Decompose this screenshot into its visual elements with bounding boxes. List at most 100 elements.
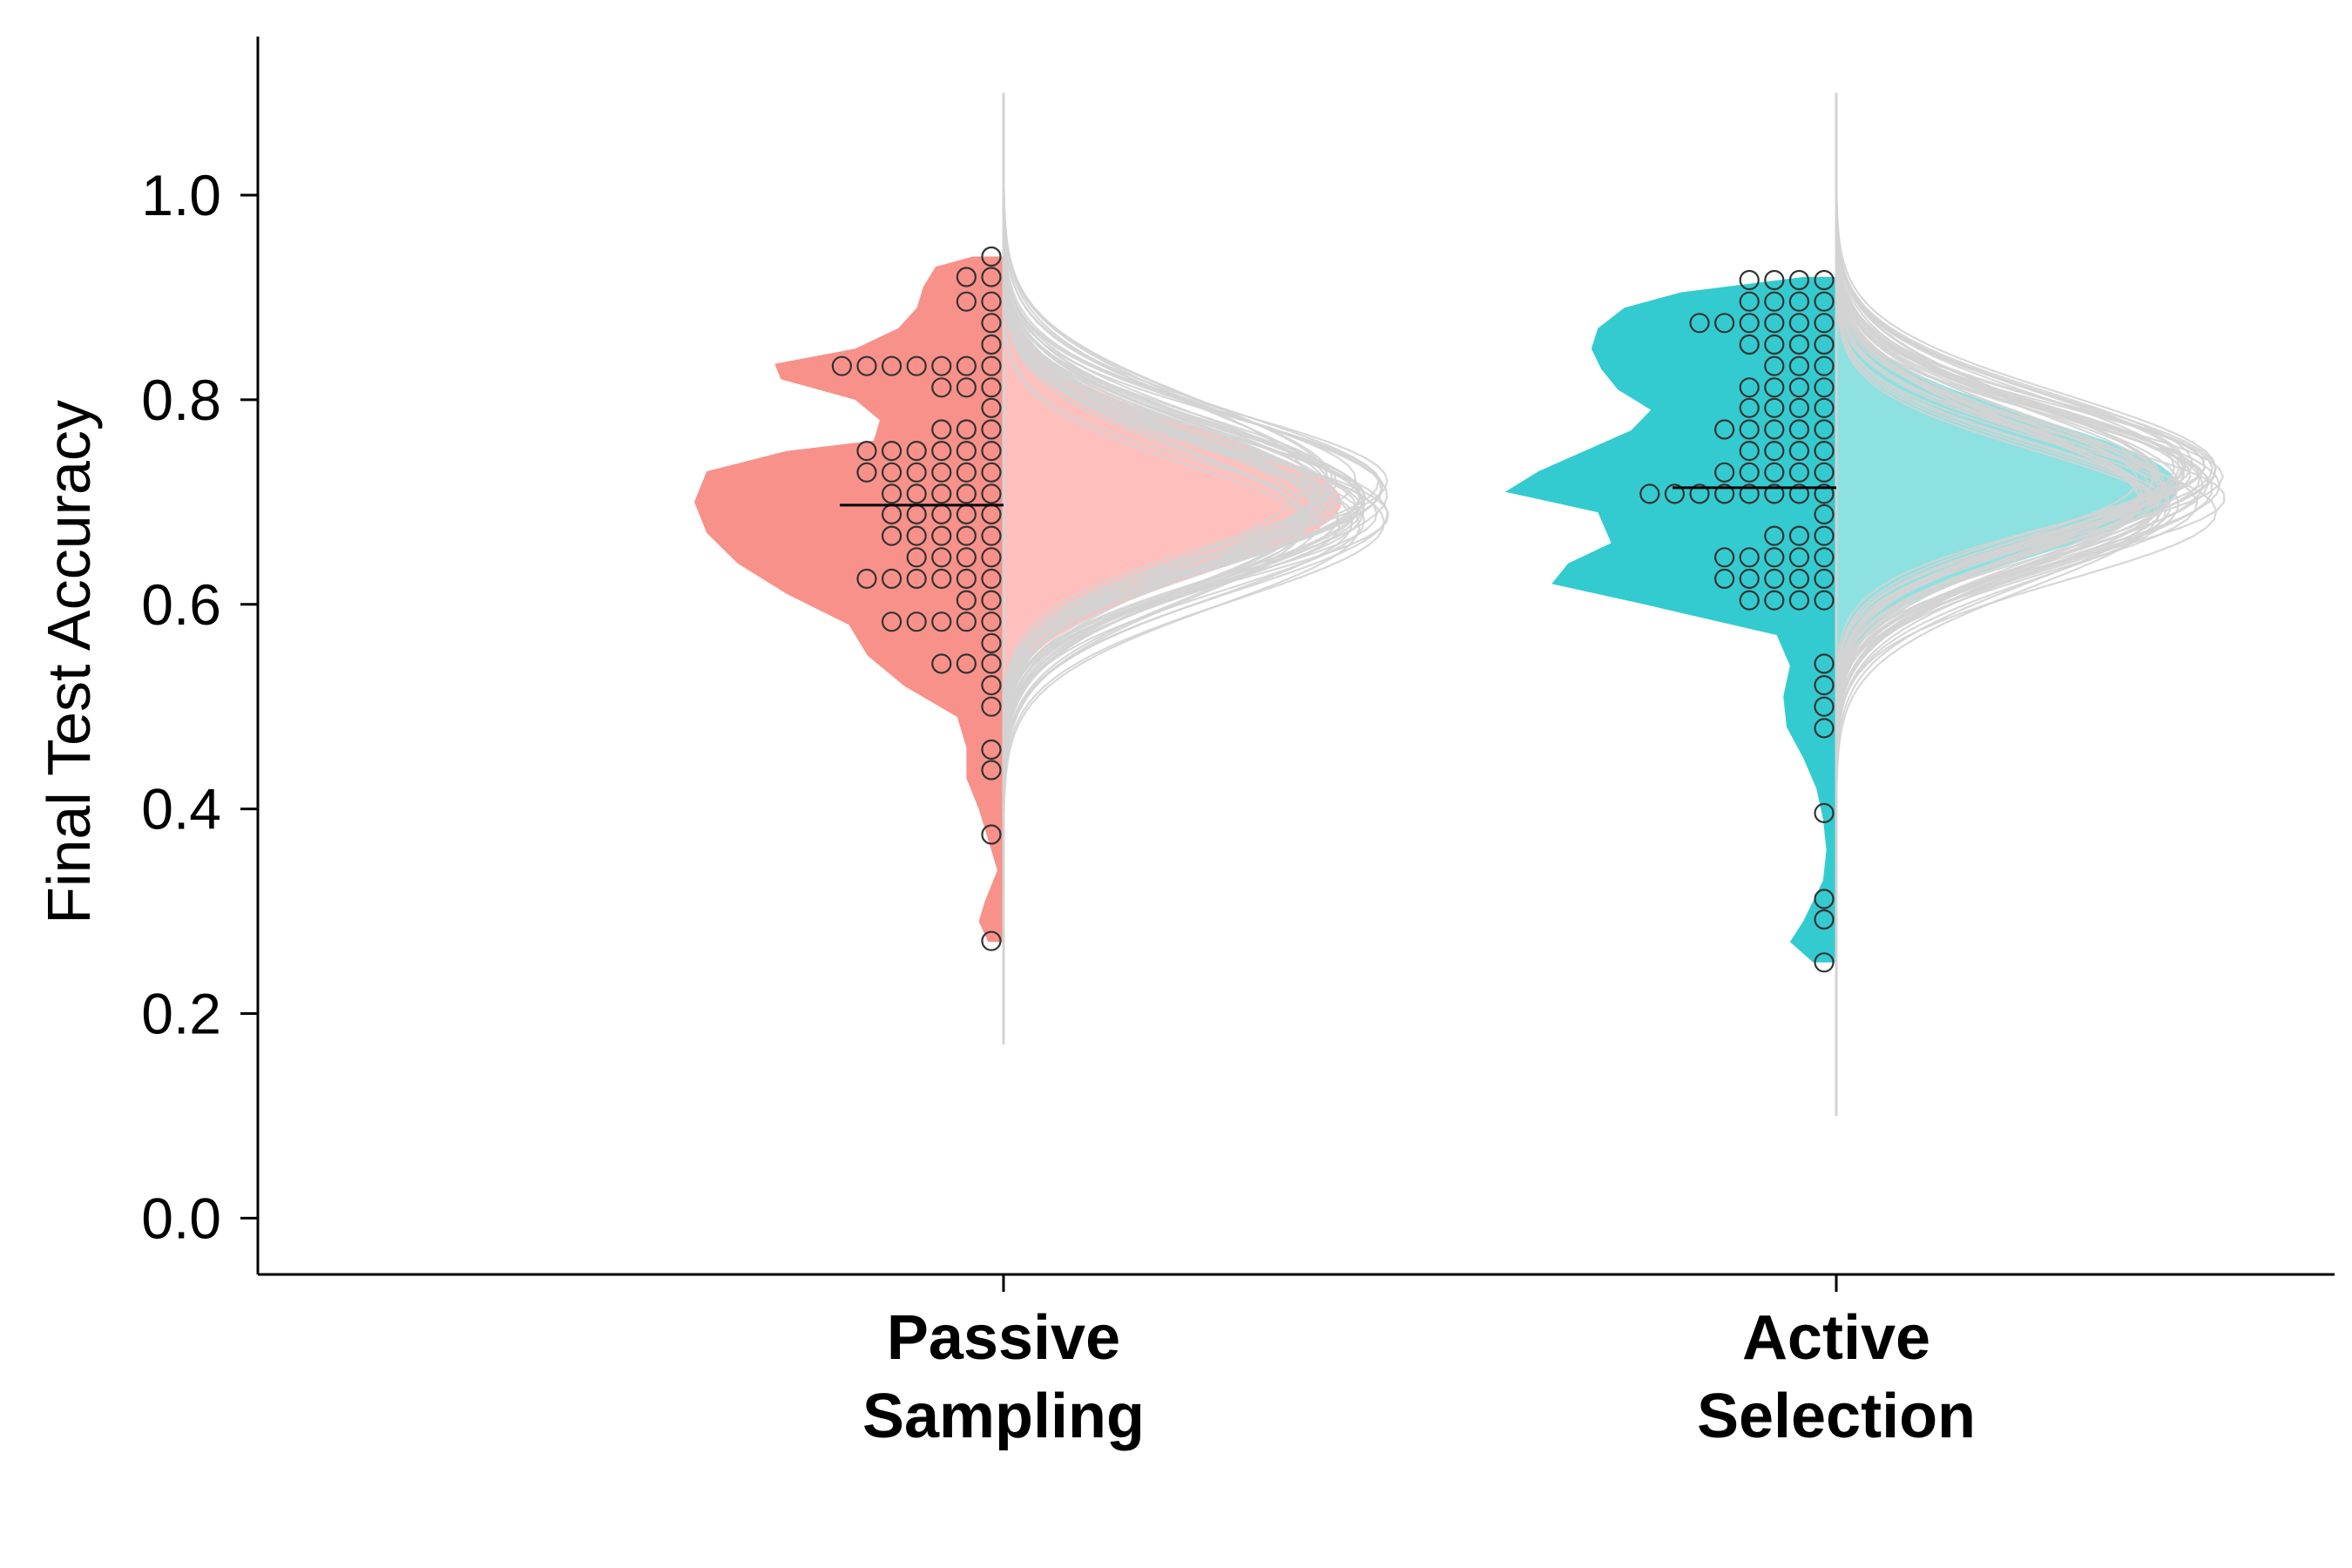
data-point [1739,483,1760,504]
data-point [1788,547,1809,568]
data-point [981,525,1002,546]
data-point [1814,397,1835,418]
data-point [1713,419,1735,440]
data-point [981,440,1002,462]
data-point [1739,269,1760,291]
data-point [1814,334,1835,355]
data-point [931,653,952,674]
data-point [981,760,1002,781]
data-point [1814,525,1835,546]
y-tick-label: 0.6 [141,572,221,637]
data-point [1814,269,1835,291]
data-point [1814,313,1835,334]
data-point [1788,291,1809,312]
data-point [1814,483,1835,504]
data-point [881,440,902,462]
data-point [906,355,927,376]
data-point [1814,802,1835,824]
data-point [1814,889,1835,909]
data-points [831,246,1835,973]
data-point [1739,419,1760,440]
data-point [956,291,977,312]
data-point [931,419,952,440]
data-point [931,483,952,504]
data-point [1788,590,1809,611]
data-point [1739,590,1760,611]
data-point [981,739,1002,760]
data-point [931,612,952,632]
data-point [1739,334,1760,355]
data-point [1639,483,1660,504]
data-point [981,653,1002,674]
data-point [981,334,1002,355]
data-point [1764,568,1785,590]
data-point [1814,909,1835,930]
data-point [1739,440,1760,462]
x-tick-label: Passive [887,1303,1120,1373]
data-point [956,525,977,546]
data-point [1788,440,1809,462]
data-point [906,547,927,568]
data-point [1788,269,1809,291]
data-point [1814,696,1835,717]
data-point [1764,462,1785,483]
data-point [1814,590,1835,611]
data-point [1814,377,1835,398]
data-point [956,267,977,287]
data-point [1788,334,1809,355]
data-point [1788,355,1809,376]
data-point [981,355,1002,376]
data-point [1814,462,1835,483]
data-point [881,483,902,504]
y-tick-label: 0.0 [141,1186,221,1250]
data-point [981,291,1002,312]
data-point [1814,547,1835,568]
data-point [1788,462,1809,483]
data-point [931,462,952,483]
data-point [1764,355,1785,376]
data-point [956,462,977,483]
data-point [1764,377,1785,398]
data-point [1764,525,1785,546]
data-point [1739,313,1760,334]
data-point [1739,377,1760,398]
data-point [956,355,977,376]
data-point [906,440,927,462]
data-point [831,355,853,376]
data-point [981,419,1002,440]
data-point [1764,483,1785,504]
data-point [906,612,927,632]
data-point [1788,483,1809,504]
data-point [981,930,1002,951]
data-point [1764,440,1785,462]
data-point [906,462,927,483]
data-point [956,590,977,611]
data-point [856,568,877,590]
data-point [1713,483,1735,504]
data-point [956,612,977,632]
data-point [931,440,952,462]
data-point [956,419,977,440]
data-point [981,824,1002,845]
data-point [981,632,1002,654]
data-point [1788,568,1809,590]
data-point [981,313,1002,334]
x-tick-label: Sampling [862,1382,1145,1451]
data-point [1814,718,1835,739]
mean-lines [840,486,1836,507]
data-point [1739,568,1760,590]
density-fills [694,92,2178,1117]
x-tick-label: Selection [1697,1382,1976,1451]
data-point [856,440,877,462]
axes [256,37,2335,1276]
data-point [1814,291,1835,312]
y-tick-label: 1.0 [141,163,221,227]
data-point [1713,568,1735,590]
data-point [1764,269,1785,291]
data-point [1764,419,1785,440]
data-point [856,355,877,376]
data-point [1814,568,1835,590]
data-point [981,612,1002,632]
data-point [956,483,977,504]
data-point [956,440,977,462]
